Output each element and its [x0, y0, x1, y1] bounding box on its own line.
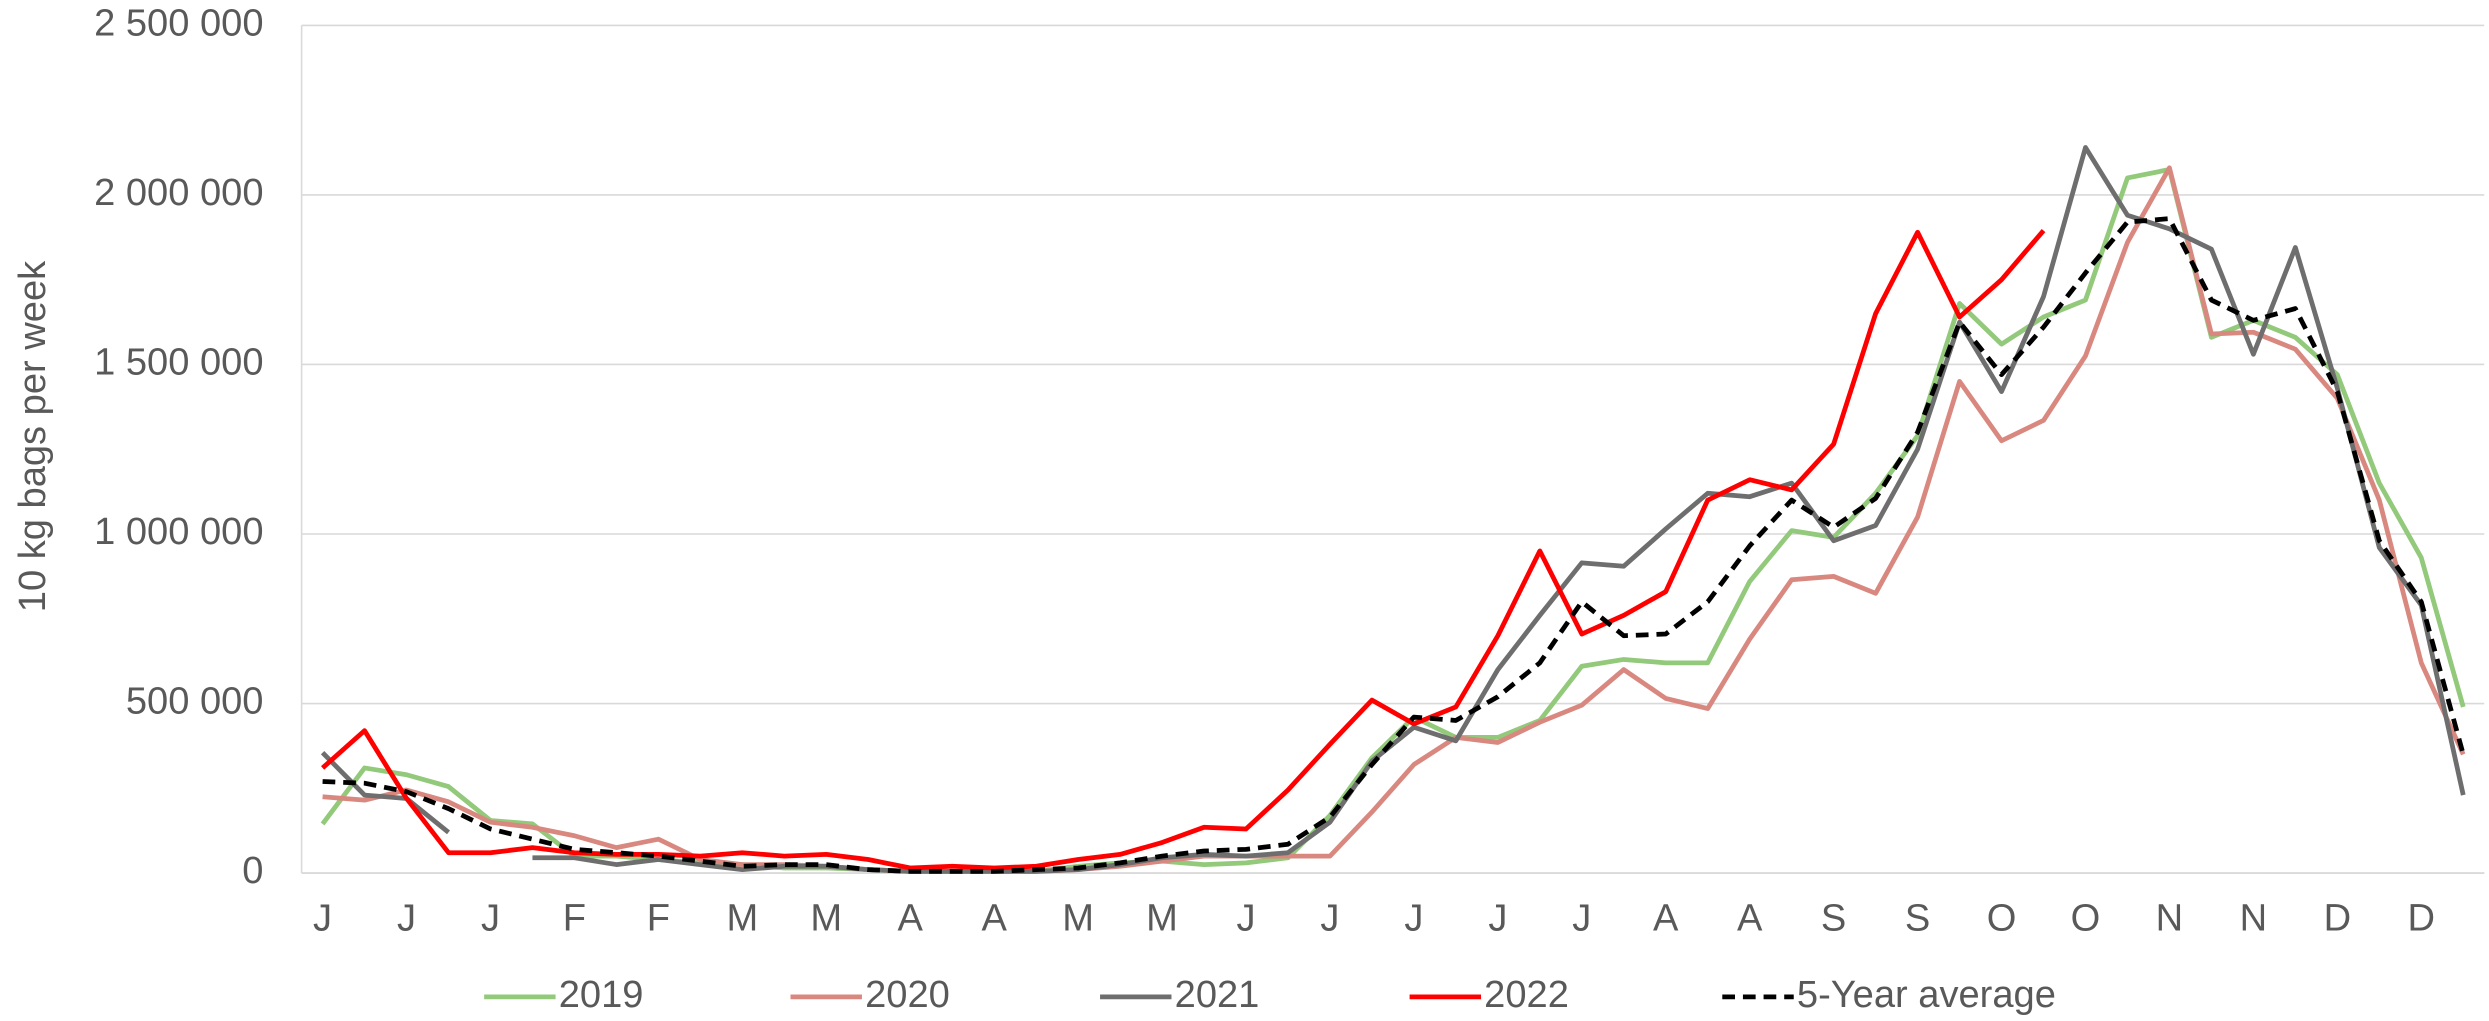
x-tick-label: A: [1737, 898, 1763, 940]
x-tick-label: S: [1905, 898, 1930, 940]
x-tick-label: J: [1320, 898, 1339, 940]
y-tick-label: 2 000 000: [94, 172, 263, 214]
legend-label: 2021: [1175, 974, 1260, 1016]
x-tick-label: F: [563, 898, 586, 940]
series-line: [322, 216, 2466, 874]
series-line: [320, 167, 2466, 874]
series-line: [320, 145, 2466, 874]
y-tick-label: 500 000: [126, 681, 264, 723]
x-tick-label: J: [1236, 898, 1255, 940]
y-axis-label: 10 kg bags per week: [12, 260, 54, 612]
x-tick-label: N: [2240, 898, 2268, 940]
legend-label: 2020: [865, 974, 950, 1016]
y-tick-label: 0: [242, 850, 263, 892]
x-tick-label: A: [898, 898, 924, 940]
x-tick-label: M: [726, 898, 758, 940]
y-tick-label: 1 000 000: [94, 511, 263, 553]
y-tick-label: 2 500 000: [94, 2, 263, 44]
legend-label: 5-Year average: [1797, 974, 2056, 1016]
x-tick-label: D: [2324, 898, 2352, 940]
x-tick-label: A: [981, 898, 1007, 940]
x-tick-label: N: [2156, 898, 2184, 940]
x-tick-label: J: [1572, 898, 1591, 940]
series-line: [321, 228, 2046, 871]
x-tick-label: D: [2408, 898, 2436, 940]
series-line: [322, 165, 2466, 874]
x-tick-label: F: [647, 898, 670, 940]
x-tick-label: J: [1488, 898, 1507, 940]
x-tick-label: J: [481, 898, 500, 940]
x-tick-label: M: [810, 898, 842, 940]
x-tick-label: S: [1821, 898, 1846, 940]
legend-label: 2022: [1484, 974, 1569, 1016]
y-tick-label: 1 500 000: [94, 342, 263, 384]
x-tick-label: J: [1404, 898, 1423, 940]
legend-label: 2019: [559, 974, 644, 1016]
x-tick-label: A: [1653, 898, 1679, 940]
x-tick-label: M: [1062, 898, 1094, 940]
x-tick-label: O: [2071, 898, 2101, 940]
x-tick-label: J: [313, 898, 332, 940]
x-tick-label: M: [1146, 898, 1178, 940]
x-tick-label: J: [397, 898, 416, 940]
x-tick-label: O: [1987, 898, 2017, 940]
